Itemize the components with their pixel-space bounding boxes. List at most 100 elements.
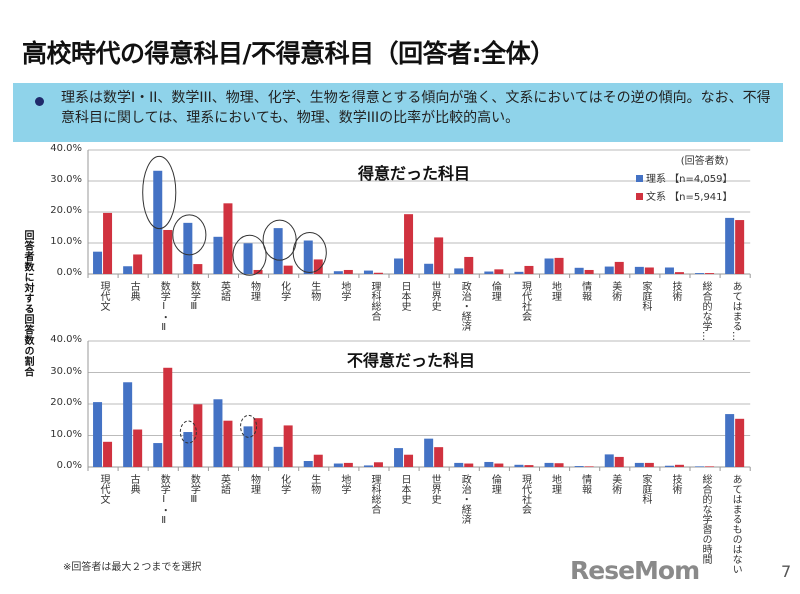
highlight-ellipse-dashed — [240, 414, 258, 438]
bar-bunkei — [494, 269, 504, 274]
bar-rikei — [153, 170, 163, 274]
x-tick-label: 地学 — [338, 474, 350, 494]
bar-bunkei — [554, 257, 564, 274]
x-tick-label: 現代文 — [98, 474, 110, 504]
legend-item-bunkei: 文系 【n=5,941】 — [636, 189, 733, 207]
highlight-ellipse — [172, 214, 207, 256]
highlight-ellipse — [232, 234, 267, 276]
page-number: 7 — [781, 562, 792, 581]
legend-swatch-bunkei — [636, 193, 643, 200]
bar-bunkei — [524, 465, 534, 467]
bar-bunkei — [644, 267, 654, 274]
bar-bunkei — [343, 269, 353, 274]
bar-rikei — [484, 271, 494, 274]
bar-bunkei — [434, 237, 444, 274]
bar-bunkei — [193, 264, 203, 274]
x-tick-label: 技術 — [669, 474, 681, 494]
x-tick-label: 政治・経済 — [459, 281, 471, 331]
y-tick-label: 10.0% — [50, 428, 82, 440]
x-tick-label: 物理 — [248, 281, 260, 301]
x-tick-label: 倫理 — [489, 281, 501, 301]
x-tick-label: 家庭科 — [639, 474, 651, 504]
bar-rikei — [574, 466, 584, 467]
x-tick-label: 技術 — [669, 281, 681, 301]
bar-bunkei — [223, 420, 233, 467]
bar-bunkei — [103, 212, 113, 274]
bar-rikei — [544, 258, 554, 274]
x-tick-label: 世界史 — [429, 474, 441, 504]
bar-rikei — [213, 399, 223, 467]
bar-bunkei — [223, 203, 233, 274]
legend-header: (回答者数) — [680, 156, 729, 167]
bar-rikei — [363, 270, 373, 274]
legend-label: 文系 — [646, 192, 666, 203]
summary-text: 理系は数学I・II、数学III、物理、化学、生物を得意とする傾向が強く、文系にお… — [61, 90, 771, 126]
x-tick-label: 日本史 — [399, 281, 411, 311]
x-tick-label: 地理 — [549, 281, 561, 301]
y-tick-label: 40.0% — [50, 143, 82, 154]
summary-box: 理系は数学I・II、数学III、物理、化学、生物を得意とする傾向が強く、文系にお… — [13, 83, 783, 142]
highlight-ellipse — [142, 155, 177, 230]
bar-rikei — [484, 461, 494, 467]
x-tick-label: 美術 — [609, 474, 621, 494]
x-tick-label: 数学Ⅰ・Ⅱ — [158, 474, 170, 526]
x-tick-label: 理科総合 — [368, 474, 380, 514]
y-tick-label: 0.0% — [56, 267, 82, 278]
y-tick-label: 20.0% — [50, 205, 82, 216]
legend-label: 理系 — [646, 174, 666, 185]
x-tick-label: 物理 — [248, 474, 260, 494]
bar-bunkei — [705, 466, 715, 467]
x-tick-label: あてはまるものはない — [730, 474, 742, 574]
bar-rikei — [93, 251, 103, 274]
resemom-logo: ReseMom — [570, 556, 700, 585]
x-tick-label: 現代文 — [98, 281, 110, 311]
x-tick-label: 古典 — [128, 474, 140, 494]
bar-rikei — [183, 432, 193, 467]
bar-bunkei — [674, 272, 684, 274]
x-tick-label: 政治・経済 — [459, 474, 471, 524]
chart-title: 得意だった科目 — [358, 164, 471, 183]
bar-bunkei — [464, 256, 474, 274]
bar-rikei — [303, 240, 313, 274]
bar-rikei — [394, 258, 404, 274]
bar-bunkei — [253, 418, 263, 467]
legend-n: 【n=5,941】 — [669, 192, 733, 203]
bar-bunkei — [313, 259, 323, 274]
x-tick-label: 総合的な学… — [700, 281, 712, 341]
x-tick-label: 理科総合 — [368, 281, 380, 321]
y-tick-label: 0.0% — [56, 460, 82, 471]
bar-rikei — [664, 267, 674, 274]
x-tick-label: 日本史 — [399, 474, 411, 504]
x-tick-label: 美術 — [609, 281, 621, 301]
bar-bunkei — [313, 454, 323, 467]
bar-bunkei — [705, 273, 715, 274]
bar-rikei — [634, 266, 644, 274]
bar-bunkei — [283, 425, 293, 467]
bar-bunkei — [614, 456, 624, 467]
bar-rikei — [664, 465, 674, 467]
bar-bunkei — [133, 254, 143, 274]
x-tick-label: 世界史 — [429, 281, 441, 311]
legend-swatch-rikei — [636, 175, 643, 182]
y-tick-label: 30.0% — [50, 365, 82, 377]
x-tick-label: 情報 — [579, 474, 591, 494]
bar-bunkei — [584, 466, 594, 467]
bar-rikei — [303, 461, 313, 467]
bar-rikei — [695, 466, 705, 467]
bar-rikei — [574, 267, 584, 274]
bar-bunkei — [404, 214, 414, 274]
x-tick-label: 総合的な学習の時間 — [700, 474, 712, 564]
bar-bunkei — [373, 462, 383, 467]
bar-bunkei — [193, 404, 203, 467]
x-tick-label: あてはまる… — [730, 281, 742, 341]
x-tick-label: 英語 — [218, 474, 230, 494]
bar-rikei — [394, 448, 404, 467]
x-tick-label: 数学Ⅲ — [188, 281, 200, 312]
bar-rikei — [123, 382, 133, 467]
bar-rikei — [424, 438, 434, 467]
bar-bunkei — [133, 429, 143, 467]
bar-rikei — [153, 443, 163, 467]
x-tick-label: 数学Ⅲ — [188, 474, 200, 505]
y-tick-label: 20.0% — [50, 397, 82, 408]
